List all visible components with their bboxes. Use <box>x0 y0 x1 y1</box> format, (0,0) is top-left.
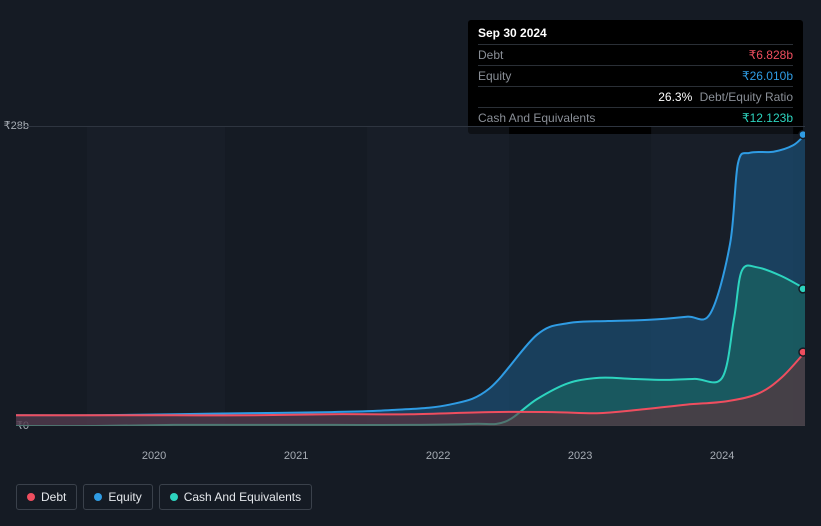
x-axis-label: 2020 <box>142 450 166 462</box>
chart-area <box>16 126 805 426</box>
legend-item-equity[interactable]: Equity <box>83 484 152 510</box>
x-axis-label: 2023 <box>568 450 592 462</box>
legend-dot <box>27 493 35 501</box>
tooltip-value: ₹12.123b <box>742 111 793 125</box>
legend-label: Debt <box>41 490 66 504</box>
chart-legend: Debt Equity Cash And Equivalents <box>16 484 312 510</box>
legend-item-cash-and-equivalents[interactable]: Cash And Equivalents <box>159 484 312 510</box>
tooltip-row: 26.3% Debt/Equity Ratio <box>478 86 793 107</box>
grid-band <box>87 126 225 426</box>
legend-dot <box>94 493 102 501</box>
tooltip-label: Cash And Equivalents <box>478 111 595 125</box>
end-marker <box>799 285 805 293</box>
legend-label: Equity <box>108 490 141 504</box>
tooltip-row: Cash And Equivalents ₹12.123b <box>478 107 793 128</box>
tooltip-date: Sep 30 2024 <box>478 26 793 44</box>
end-marker <box>799 348 805 356</box>
x-axis-label: 2024 <box>710 450 734 462</box>
tooltip-value: ₹26.010b <box>742 69 793 83</box>
x-axis-label: 2021 <box>284 450 308 462</box>
tooltip-row: Debt ₹6.828b <box>478 44 793 65</box>
tooltip-value: ₹6.828b <box>749 48 793 62</box>
end-marker <box>799 131 805 139</box>
legend-item-debt[interactable]: Debt <box>16 484 77 510</box>
chart-tooltip: Sep 30 2024 Debt ₹6.828b Equity ₹26.010b… <box>468 20 803 134</box>
tooltip-row: Equity ₹26.010b <box>478 65 793 86</box>
tooltip-label: Equity <box>478 69 511 83</box>
tooltip-value: 26.3% Debt/Equity Ratio <box>658 90 793 104</box>
tooltip-label <box>478 90 481 104</box>
legend-label: Cash And Equivalents <box>184 490 301 504</box>
grid-band <box>367 126 509 426</box>
x-axis-label: 2022 <box>426 450 450 462</box>
tooltip-label: Debt <box>478 48 503 62</box>
legend-dot <box>170 493 178 501</box>
